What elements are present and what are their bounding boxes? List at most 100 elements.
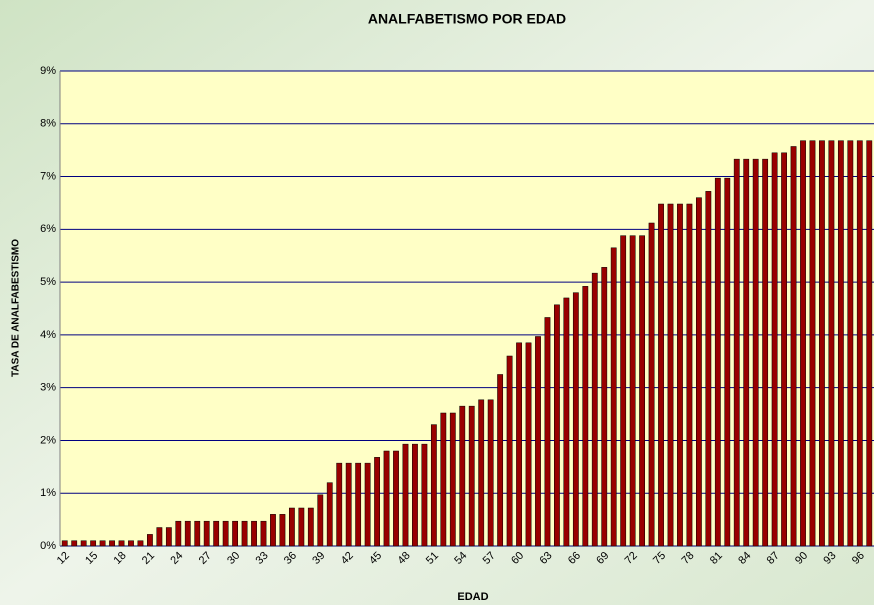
bar	[355, 462, 362, 547]
y-tick-label: 1%	[40, 487, 56, 499]
y-tick-label: 2%	[40, 434, 56, 446]
bar	[128, 540, 134, 547]
bar	[345, 462, 352, 547]
bar	[724, 177, 731, 547]
bar	[743, 158, 750, 547]
bar	[203, 520, 210, 547]
bar	[232, 520, 239, 547]
bar	[809, 140, 816, 547]
bar	[563, 297, 570, 547]
bar	[137, 540, 144, 547]
bar	[279, 514, 286, 547]
bar	[601, 267, 608, 547]
bar	[90, 540, 97, 547]
bar	[591, 272, 598, 547]
bar	[771, 152, 778, 547]
bar	[487, 399, 494, 547]
bar	[260, 520, 267, 547]
bar	[714, 177, 721, 547]
bar	[705, 191, 712, 547]
y-tick-label: 3%	[40, 382, 56, 394]
y-tick-label: 6%	[40, 223, 56, 235]
bar	[175, 520, 182, 547]
bar	[819, 140, 825, 547]
bar	[80, 540, 87, 547]
bar	[317, 494, 324, 547]
x-axis-label: EDAD	[457, 591, 488, 603]
bar	[374, 457, 380, 547]
bar	[336, 462, 343, 547]
bar	[629, 235, 636, 547]
bar	[639, 235, 646, 547]
y-axis-label: TASA DE ANALFABESTISMO	[11, 239, 22, 377]
bar	[109, 540, 115, 547]
bar	[610, 247, 617, 547]
y-tick-label: 8%	[40, 118, 56, 130]
bar	[307, 507, 314, 547]
bar	[440, 412, 447, 547]
bar	[506, 355, 513, 547]
y-tick-label: 7%	[40, 170, 56, 182]
bar	[677, 203, 683, 547]
bar	[449, 412, 456, 547]
bar	[667, 203, 674, 547]
bar	[828, 140, 835, 547]
bar	[71, 540, 78, 547]
bar	[468, 405, 475, 547]
bar	[194, 520, 201, 547]
y-tick-label: 4%	[40, 329, 56, 341]
bar	[213, 520, 220, 547]
bar	[393, 450, 399, 547]
bar	[544, 317, 551, 547]
bar	[402, 443, 409, 547]
bar	[430, 424, 437, 547]
bar	[251, 520, 257, 547]
bar	[686, 203, 693, 547]
bar	[516, 342, 522, 547]
bar	[412, 443, 418, 547]
bar	[241, 520, 248, 547]
bar	[695, 197, 702, 547]
bar	[866, 140, 873, 547]
bar	[648, 222, 655, 547]
bar	[658, 203, 664, 547]
bar	[478, 399, 485, 547]
chart-title: ANALFABETISMO POR EDAD	[368, 11, 566, 27]
bar	[270, 514, 276, 547]
bar	[61, 540, 68, 547]
bar	[118, 540, 125, 547]
bar	[364, 462, 371, 547]
bar	[184, 520, 191, 547]
bar	[847, 140, 854, 547]
bar	[582, 286, 589, 547]
bar	[222, 520, 229, 547]
bar	[165, 527, 172, 547]
bar	[620, 235, 627, 547]
bar	[554, 304, 560, 547]
bar	[459, 405, 466, 547]
bar	[147, 534, 153, 547]
bar	[733, 158, 740, 547]
bar	[99, 540, 106, 547]
y-tick-label: 9%	[40, 65, 56, 77]
bar	[781, 152, 787, 547]
bar	[572, 292, 579, 547]
plot-area	[60, 71, 874, 546]
bar	[298, 507, 305, 547]
y-tick-label: 0%	[40, 540, 56, 552]
bar	[790, 146, 797, 547]
bar	[421, 443, 428, 547]
bar	[156, 527, 163, 547]
bar	[326, 482, 333, 547]
y-tick-label: 5%	[40, 276, 56, 288]
bar	[383, 450, 390, 547]
bar	[535, 336, 541, 547]
bar	[525, 342, 532, 547]
bar	[800, 140, 806, 547]
bar	[752, 158, 759, 547]
bar	[497, 374, 504, 547]
bar	[856, 140, 863, 547]
bar	[288, 507, 295, 547]
bar	[762, 158, 769, 547]
